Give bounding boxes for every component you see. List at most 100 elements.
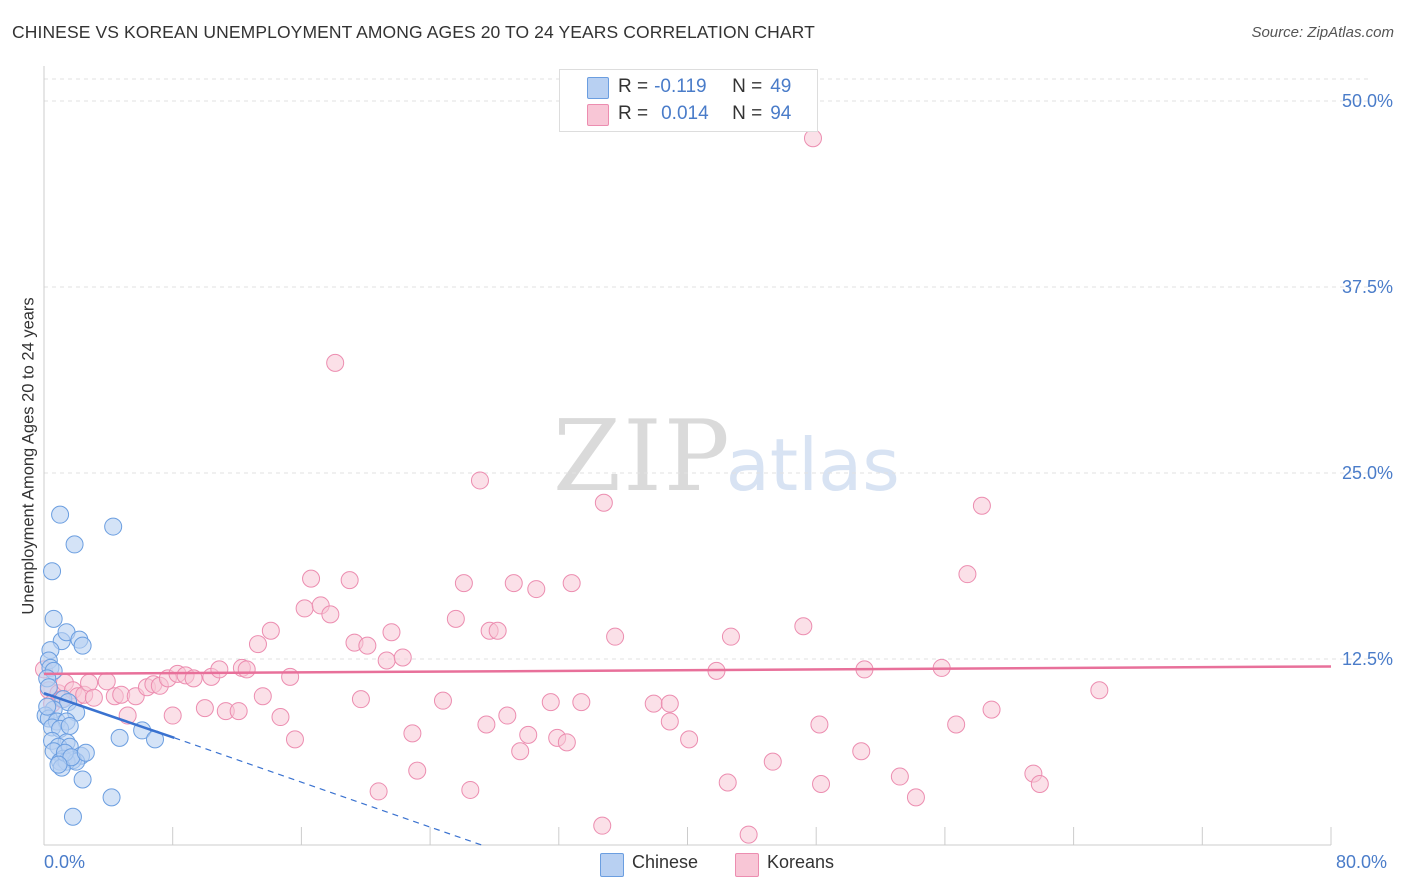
korean-point — [326, 353, 345, 372]
bottom-legend-swatch-korean — [735, 853, 759, 877]
legend-korean-n-label: N = — [732, 103, 763, 124]
korean-points — [35, 129, 1109, 844]
korean-point — [340, 571, 359, 590]
korean-point — [739, 825, 758, 844]
chinese-point — [65, 535, 84, 554]
korean-point — [248, 635, 267, 654]
chinese-point — [43, 562, 62, 581]
bottom-legend-chinese: Chinese — [632, 852, 699, 872]
bottom-legend-korean: Koreans — [767, 852, 835, 872]
korean-point — [718, 773, 737, 792]
y-tick-label: 37.5% — [1342, 277, 1393, 297]
legend-korean-r-value: 0.014 — [661, 103, 709, 124]
korean-point — [594, 493, 613, 512]
korean-point — [721, 627, 740, 646]
korean-point — [271, 708, 290, 727]
korean-point — [1090, 681, 1109, 700]
chinese-point — [60, 716, 79, 735]
chinese-point — [104, 517, 123, 536]
korean-point — [433, 691, 452, 710]
korean-point — [403, 724, 422, 743]
korean-point — [477, 715, 496, 734]
chinese-point — [76, 743, 95, 762]
axes — [43, 66, 1332, 846]
korean-point — [195, 699, 214, 718]
chinese-points — [36, 505, 165, 826]
legend-row-korean: R = 0.014 N = 94 — [618, 101, 791, 127]
legend-swatch-korean — [587, 104, 609, 126]
korean-point — [253, 687, 272, 706]
korean-point — [210, 660, 229, 679]
korean-point — [285, 730, 304, 749]
korean-point — [644, 694, 663, 713]
legend-chinese-r-value: -0.119 — [654, 76, 707, 97]
korean-point — [446, 609, 465, 628]
chinese-trend-extension — [174, 737, 482, 846]
legend-row-chinese: R = -0.119 N = 49 — [618, 74, 791, 100]
chinese-trend-line — [43, 692, 175, 740]
korean-point — [982, 700, 1001, 719]
trend-lines — [43, 665, 1332, 740]
korean-point — [80, 673, 99, 692]
korean-point — [295, 599, 314, 618]
korean-point — [541, 693, 560, 712]
korean-point — [261, 621, 280, 640]
legend-chinese-r-label: R = — [618, 76, 649, 97]
legend-chinese-n-value: 49 — [770, 76, 792, 97]
korean-point — [408, 761, 427, 780]
x-axis-min-label: 0.0% — [44, 852, 86, 872]
korean-point — [660, 712, 679, 731]
y-tick-label: 25.0% — [1342, 463, 1393, 483]
korean-point — [504, 574, 523, 593]
korean-point — [461, 780, 480, 799]
korean-point — [947, 715, 966, 734]
korean-point — [972, 496, 991, 515]
korean-point — [498, 706, 517, 725]
korean-point — [488, 621, 507, 640]
korean-point — [84, 688, 103, 707]
chinese-point — [73, 770, 92, 789]
korean-point — [351, 690, 370, 709]
korean-point — [519, 725, 538, 744]
korean-point — [890, 767, 909, 786]
korean-point — [281, 667, 300, 686]
chinese-point — [102, 788, 121, 807]
chinese-point — [51, 505, 70, 524]
korean-point — [511, 742, 530, 761]
korean-point — [163, 706, 182, 725]
korean-point — [1030, 774, 1049, 793]
korean-point — [660, 694, 679, 713]
y-tick-label: 50.0% — [1342, 91, 1393, 111]
korean-point — [454, 574, 473, 593]
chinese-point — [38, 697, 57, 716]
legend-korean-n-value: 94 — [770, 103, 792, 124]
chinese-point — [63, 807, 82, 826]
korean-point — [527, 580, 546, 599]
chinese-point — [110, 728, 129, 747]
chinese-point — [73, 636, 92, 655]
korean-point — [852, 742, 871, 761]
chinese-point — [49, 755, 68, 774]
korean-point — [358, 636, 377, 655]
grid-lines — [44, 78, 1370, 660]
korean-point — [470, 471, 489, 490]
x-axis-max-label: 80.0% — [1336, 852, 1388, 872]
chart-title: CHINESE VS KOREAN UNEMPLOYMENT AMONG AGE… — [12, 22, 815, 42]
korean-point — [763, 752, 782, 771]
korean-point — [810, 715, 829, 734]
korean-point — [812, 774, 831, 793]
y-tick-label: 12.5% — [1342, 649, 1393, 669]
korean-point — [680, 730, 699, 749]
korean-point — [606, 627, 625, 646]
korean-point — [593, 816, 612, 835]
legend-swatch-chinese — [587, 77, 609, 99]
korean-point — [906, 788, 925, 807]
korean-point — [958, 565, 977, 584]
chinese-point — [39, 678, 58, 697]
korean-trend-line — [43, 665, 1332, 676]
korean-point — [369, 782, 388, 801]
korean-point — [302, 569, 321, 588]
correlation-legend: R = -0.119 N = 49 R = 0.014 N = 94 — [559, 69, 818, 132]
korean-point — [557, 733, 576, 752]
